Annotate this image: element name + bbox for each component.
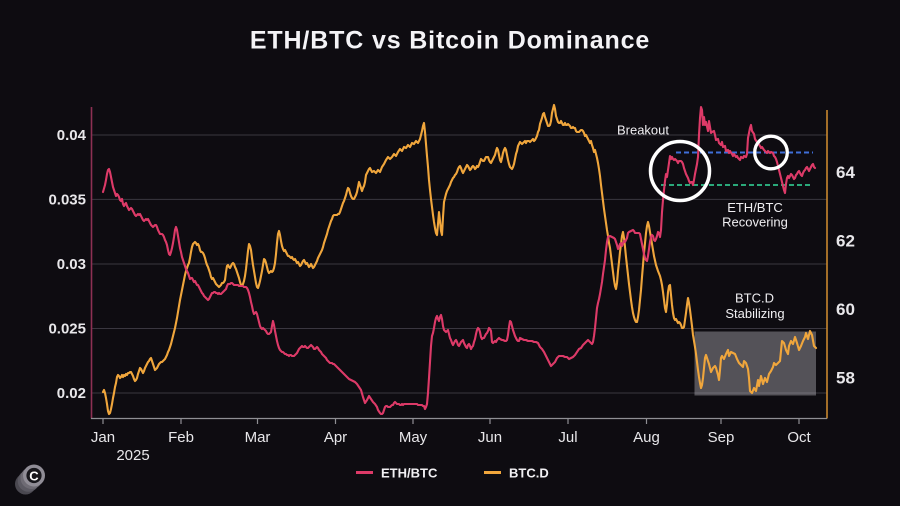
svg-text:C: C (29, 469, 39, 484)
svg-text:Sep: Sep (708, 429, 735, 446)
svg-text:BTC.D: BTC.D (735, 291, 774, 306)
svg-text:Breakout: Breakout (617, 123, 669, 138)
svg-text:2025: 2025 (116, 447, 149, 464)
svg-text:64: 64 (836, 163, 855, 182)
svg-text:Mar: Mar (245, 429, 271, 446)
svg-text:ETH/BTC: ETH/BTC (727, 200, 783, 215)
svg-text:0.03: 0.03 (57, 256, 86, 273)
svg-text:ETH/BTC vs Bitcoin Dominance: ETH/BTC vs Bitcoin Dominance (250, 27, 650, 55)
svg-text:Stabilizing: Stabilizing (725, 306, 784, 321)
svg-text:0.02: 0.02 (57, 385, 86, 402)
svg-text:Apr: Apr (324, 429, 347, 446)
svg-text:Jan: Jan (91, 429, 115, 446)
svg-text:Oct: Oct (787, 429, 811, 446)
svg-text:0.04: 0.04 (57, 127, 87, 144)
svg-text:0.035: 0.035 (48, 191, 86, 208)
svg-text:Aug: Aug (633, 429, 660, 446)
svg-text:ETH/BTC: ETH/BTC (381, 466, 438, 481)
svg-text:0.025: 0.025 (48, 321, 86, 338)
svg-text:60: 60 (836, 300, 855, 319)
svg-text:58: 58 (836, 369, 855, 388)
svg-text:Jun: Jun (478, 429, 502, 446)
svg-text:Jul: Jul (558, 429, 577, 446)
svg-text:Recovering: Recovering (722, 215, 788, 230)
svg-text:Feb: Feb (168, 429, 194, 446)
svg-text:BTC.D: BTC.D (509, 466, 549, 481)
svg-text:62: 62 (836, 232, 855, 251)
svg-text:May: May (399, 429, 428, 446)
